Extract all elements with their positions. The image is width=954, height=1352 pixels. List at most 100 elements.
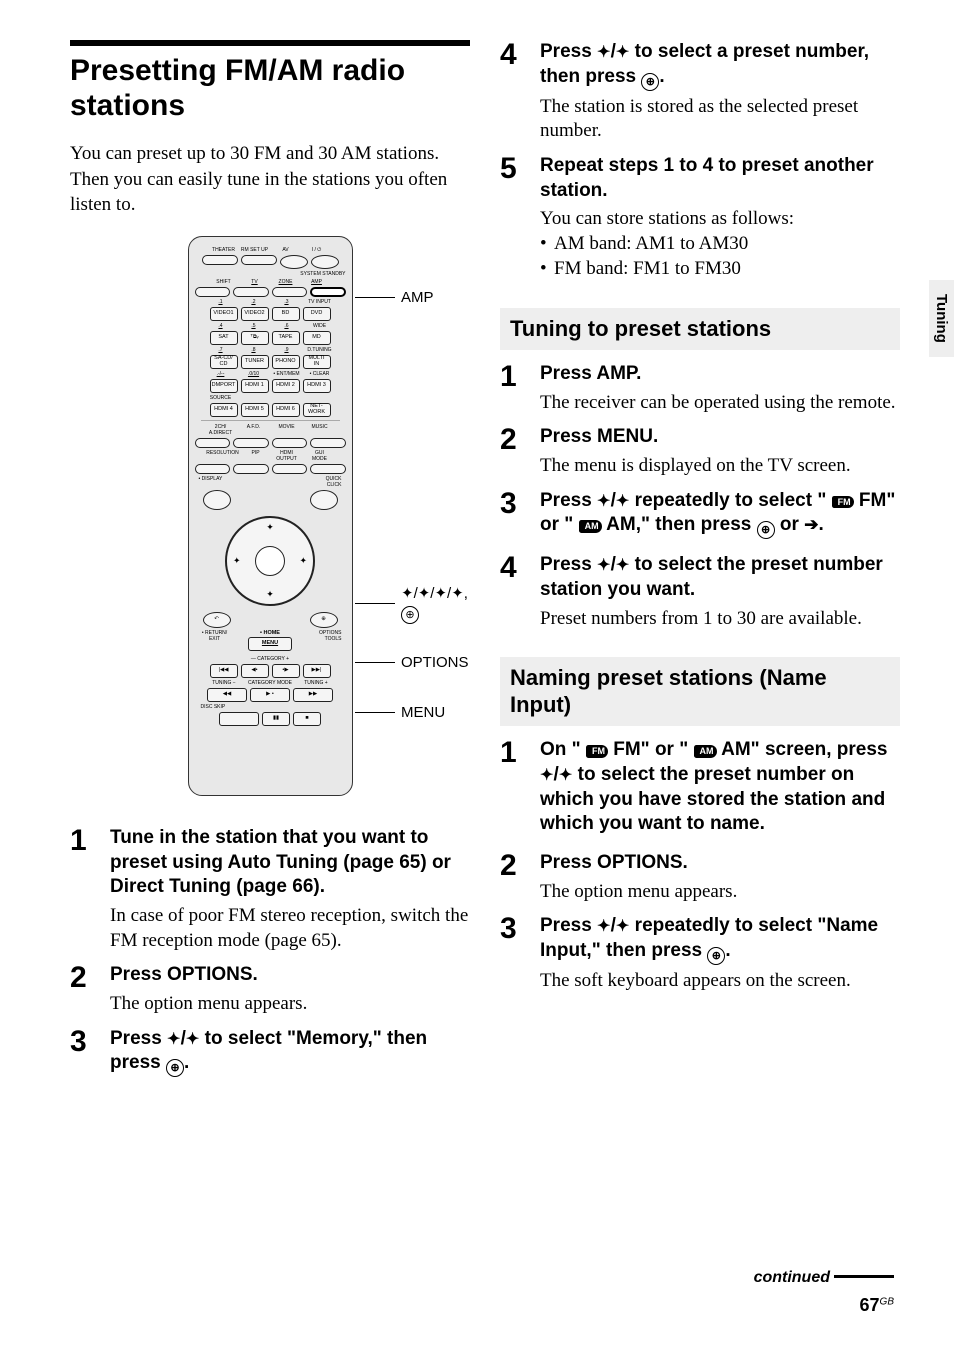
remote-body: THEATER RM SET UP AV I / ⏻ SYSTEM STANDB… <box>188 236 353 796</box>
step-number: 2 <box>70 963 96 1016</box>
step-head: Press OPTIONS. <box>540 851 900 876</box>
down-icon: ✦ <box>616 43 630 61</box>
btn-menu: MENU <box>248 637 292 651</box>
lbl-display: • DISPLAY <box>199 476 223 488</box>
up-icon: ✦ <box>597 917 611 935</box>
up-icon: ✦ <box>597 556 611 574</box>
step-desc: The soft keyboard appears on the screen. <box>540 969 900 994</box>
lbl-source: SOURCE <box>206 395 236 401</box>
btn-amp <box>310 287 346 297</box>
up-icon: ✦ <box>167 1030 181 1048</box>
btn-tv2: ᵀ⧉ᵥ <box>241 331 269 345</box>
lbl-music: MUSIC <box>305 424 335 436</box>
btn-afd <box>233 438 269 448</box>
step-head: Repeat steps 1 to 4 to preset another st… <box>540 154 900 203</box>
btn-dmport: DMPORT <box>210 379 238 393</box>
lbl-2ch: 2CH/ A.DIRECT <box>206 424 236 436</box>
step-head: Press ✦/✦ to select a preset number, the… <box>540 40 900 91</box>
callout-menu: MENU <box>355 704 445 721</box>
bullet: AM band: AM1 to AM30 <box>540 232 900 257</box>
btn-rmsetup <box>241 255 277 265</box>
btn-pause: ▮▮ <box>262 712 290 726</box>
step-number: 1 <box>500 738 526 841</box>
tune-step-2: 2 Press MENU. The menu is displayed on t… <box>500 425 900 478</box>
right-icon: ➔ <box>804 515 818 534</box>
lbl-entmem: • ENT/MEM <box>272 371 302 377</box>
lbl-movie: MOVIE <box>272 424 302 436</box>
lbl-theater: THEATER <box>210 247 238 253</box>
tune-step-3: 3 Press ✦/✦ repeatedly to select " FM FM… <box>500 489 900 544</box>
name-step-1: 1 On " FM FM" or " AM AM" screen, press … <box>500 738 900 841</box>
lbl-3: .3 <box>272 299 302 305</box>
step-number: 3 <box>500 914 526 993</box>
btn-guimode <box>310 464 346 474</box>
bullet: FM band: FM1 to FM30 <box>540 257 900 282</box>
left-step-2: 2 Press OPTIONS. The option menu appears… <box>70 963 470 1016</box>
btn-music <box>310 438 346 448</box>
btn-hdmi5: HDMI 5 <box>241 403 269 417</box>
btn-rew2: ◀◀ <box>207 688 247 702</box>
lbl-home: • HOME <box>248 630 292 636</box>
right-column: 4 Press ✦/✦ to select a preset number, t… <box>500 40 900 1312</box>
tune-step-1: 1 Press AMP. The receiver can be operate… <box>500 362 900 415</box>
page-number: 67GB <box>754 1295 894 1316</box>
left-step-1: 1 Tune in the station that you want to p… <box>70 826 470 953</box>
lbl-power: I / ⏻ <box>303 247 331 253</box>
btn-fwd1: •▶ <box>272 664 300 678</box>
step-number: 5 <box>500 154 526 281</box>
step-head: Press ✦/✦ repeatedly to select "Name Inp… <box>540 914 900 965</box>
step-desc: The option menu appears. <box>540 880 900 905</box>
btn-discskip <box>219 712 259 726</box>
lbl-9: .9 <box>272 347 302 353</box>
lbl-2: .2 <box>239 299 269 305</box>
up-icon: ✦ <box>540 766 554 784</box>
step-number: 1 <box>500 362 526 415</box>
step-head: Press AMP. <box>540 362 900 387</box>
lbl-dash: .-/-- <box>206 371 236 377</box>
step-desc: You can store stations as follows: AM ba… <box>540 207 900 281</box>
lbl-wide: WIDE <box>305 323 335 329</box>
btn-stop: ■ <box>293 712 321 726</box>
up-icon: ✦ <box>597 43 611 61</box>
btn-hdmiout <box>272 464 308 474</box>
btn-tvmode <box>233 287 269 297</box>
step-head: Press MENU. <box>540 425 900 450</box>
lbl-quickclick: QUICK CLICK <box>326 476 342 488</box>
lbl-7: .7 <box>206 347 236 353</box>
lbl-category: — CATEGORY + <box>195 656 346 662</box>
step-number: 4 <box>500 553 526 631</box>
enter-icon: ⊕ <box>707 947 725 965</box>
continued-label: continued <box>754 1269 894 1287</box>
callout-arrows: ✦/✦/✦/✦,⊕ <box>355 584 468 624</box>
lbl-tplus: TUNING + <box>298 680 334 686</box>
page-title: Presetting FM/AM radio stations <box>70 54 470 123</box>
btn-bd: BD <box>272 307 300 321</box>
btn-network: NET- WORK <box>303 403 331 417</box>
btn-shift <box>195 287 231 297</box>
btn-pip <box>233 464 269 474</box>
btn-prev: |◀◀ <box>210 664 238 678</box>
btn-zonemode <box>272 287 308 297</box>
subheading-tuning: Tuning to preset stations <box>500 308 900 350</box>
enter-icon: ⊕ <box>641 73 659 91</box>
step-desc: The receiver can be operated using the r… <box>540 391 900 416</box>
btn-dvd: DVD <box>303 307 331 321</box>
step-head: Press ✦/✦ repeatedly to select " FM FM" … <box>540 489 900 540</box>
name-step-3: 3 Press ✦/✦ repeatedly to select "Name I… <box>500 914 900 993</box>
lbl-dtuning: D.TUNING <box>305 347 335 353</box>
lbl-rmsetup: RM SET UP <box>241 247 269 253</box>
btn-multi: MULTI IN <box>303 355 331 369</box>
page-footer: continued 67GB <box>754 1269 894 1316</box>
am-band-icon: AM <box>694 745 717 758</box>
left-step-3: 3 Press ✦/✦ to select "Memory," then pre… <box>70 1027 470 1082</box>
lbl-5: .5 <box>239 323 269 329</box>
title-rule <box>70 40 470 46</box>
step-desc: The station is stored as the selected pr… <box>540 95 900 144</box>
btn-md: MD <box>303 331 331 345</box>
down-icon: ✦ <box>186 1030 200 1048</box>
btn-rew1: ◀• <box>241 664 269 678</box>
lbl-0: .0/10 <box>239 371 269 377</box>
name-step-2: 2 Press OPTIONS. The option menu appears… <box>500 851 900 904</box>
enter-icon: ⊕ <box>757 521 775 539</box>
step-number: 1 <box>70 826 96 953</box>
